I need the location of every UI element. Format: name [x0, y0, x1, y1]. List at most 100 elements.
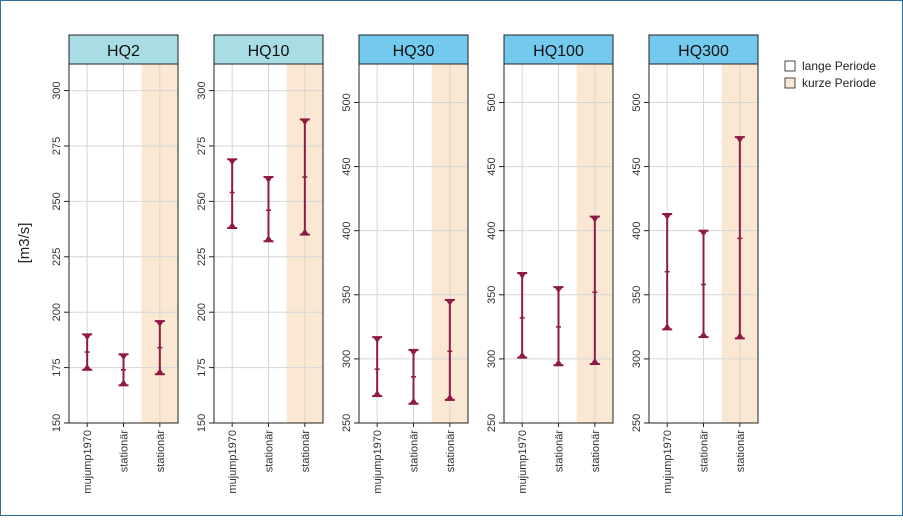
legend-label: lange Periode: [802, 59, 876, 73]
lower-marker: [409, 397, 418, 404]
panel-title: HQ10: [248, 43, 290, 60]
upper-marker: [445, 299, 454, 306]
lower-marker: [735, 332, 744, 339]
x-tick-label: stationär: [155, 430, 167, 473]
legend-label: kurze Periode: [802, 76, 876, 90]
y-tick-label: 450: [486, 157, 498, 175]
x-tick-label: stationär: [554, 430, 566, 473]
y-tick-label: 250: [341, 414, 353, 432]
lower-marker: [590, 358, 599, 365]
upper-marker: [119, 354, 128, 361]
x-tick-label: stationär: [409, 430, 421, 473]
y-tick-label: 400: [486, 221, 498, 239]
lower-marker: [83, 363, 92, 370]
panel-hq100: HQ100 250 300 350 400 450 500 mujump1970 station…: [486, 34, 614, 494]
panel-title: HQ300: [678, 43, 729, 60]
panel-hq10: HQ10 150 175 200 225 250 275 300 mujump1970 stati…: [196, 34, 324, 494]
panel-strip: [68, 34, 179, 65]
x-tick-label: mujump1970: [662, 430, 674, 494]
y-tick-label: 300: [631, 350, 643, 368]
legend: lange Periode kurze Periode: [784, 59, 876, 90]
y-tick-label: 275: [51, 137, 63, 155]
y-tick-label: 450: [631, 157, 643, 175]
y-tick-label: 350: [341, 286, 353, 304]
panel-hq300: HQ300 250 300 350 400 450 500 mujump1970 station…: [631, 34, 759, 494]
upper-marker: [699, 230, 708, 237]
y-tick-label: 250: [196, 192, 208, 210]
legend-swatch: [784, 60, 796, 72]
lower-marker: [264, 235, 273, 242]
upper-marker: [554, 287, 563, 294]
y-tick-label: 500: [341, 93, 353, 111]
x-tick-label: mujump1970: [517, 430, 529, 494]
y-tick-label: 225: [196, 248, 208, 266]
upper-marker: [590, 216, 599, 223]
y-axis-label: [m3/s]: [16, 223, 33, 264]
lower-marker: [373, 390, 382, 397]
panel-hq2: HQ2 150 175 200 225 250 275 300 mujump1970 statio…: [51, 34, 179, 494]
x-tick-label: stationär: [300, 430, 312, 473]
y-tick-label: 175: [51, 358, 63, 376]
y-tick-label: 300: [486, 350, 498, 368]
y-tick-label: 450: [341, 157, 353, 175]
lower-marker: [554, 359, 563, 366]
y-tick-label: 175: [196, 358, 208, 376]
y-tick-label: 350: [486, 286, 498, 304]
x-tick-label: stationär: [445, 430, 457, 473]
panel-hq30: HQ30 250 300 350 400 450 500 mujump1970 stationä…: [341, 34, 469, 494]
y-tick-label: 500: [486, 93, 498, 111]
y-tick-label: 150: [51, 414, 63, 432]
panels: HQ2 150 175 200 225 250 275 300 mujump1970 statio…: [51, 34, 759, 494]
panel-strip: [648, 34, 759, 65]
y-tick-label: 300: [341, 350, 353, 368]
x-tick-label: stationär: [264, 430, 276, 473]
y-tick-label: 275: [196, 137, 208, 155]
upper-marker: [409, 349, 418, 356]
panel-strip: [358, 34, 469, 65]
panel-strip: [503, 34, 614, 65]
upper-marker: [518, 272, 527, 279]
panel-strip: [213, 34, 324, 65]
y-tick-label: 400: [341, 221, 353, 239]
x-tick-label: stationär: [699, 430, 711, 473]
upper-marker: [155, 321, 164, 328]
upper-marker: [373, 337, 382, 344]
x-tick-label: mujump1970: [82, 430, 94, 494]
panel-title: HQ2: [107, 43, 140, 60]
lower-marker: [663, 323, 672, 330]
lower-marker: [228, 221, 237, 228]
x-tick-label: mujump1970: [227, 430, 239, 494]
y-tick-label: 500: [631, 93, 643, 111]
x-tick-label: mujump1970: [372, 430, 384, 494]
y-tick-label: 250: [51, 192, 63, 210]
x-tick-label: stationär: [735, 430, 747, 473]
lower-marker: [445, 393, 454, 400]
y-tick-label: 250: [631, 414, 643, 432]
panel-title: HQ30: [393, 43, 435, 60]
lower-marker: [300, 228, 309, 235]
upper-marker: [83, 334, 92, 341]
y-tick-label: 200: [196, 303, 208, 321]
upper-marker: [735, 137, 744, 144]
y-tick-label: 350: [631, 286, 643, 304]
lower-marker: [699, 331, 708, 338]
y-tick-label: 400: [631, 221, 643, 239]
upper-marker: [264, 177, 273, 184]
y-tick-label: 225: [51, 248, 63, 266]
y-tick-label: 250: [486, 414, 498, 432]
panel-title: HQ100: [533, 43, 584, 60]
y-tick-label: 300: [196, 81, 208, 99]
x-tick-label: stationär: [119, 430, 131, 473]
lower-marker: [155, 368, 164, 375]
upper-marker: [300, 119, 309, 126]
y-tick-label: 200: [51, 303, 63, 321]
x-tick-label: stationär: [590, 430, 602, 473]
upper-marker: [228, 159, 237, 166]
legend-swatch: [784, 77, 796, 89]
y-tick-label: 300: [51, 81, 63, 99]
y-tick-label: 150: [196, 414, 208, 432]
upper-marker: [663, 214, 672, 221]
lower-marker: [119, 379, 128, 386]
